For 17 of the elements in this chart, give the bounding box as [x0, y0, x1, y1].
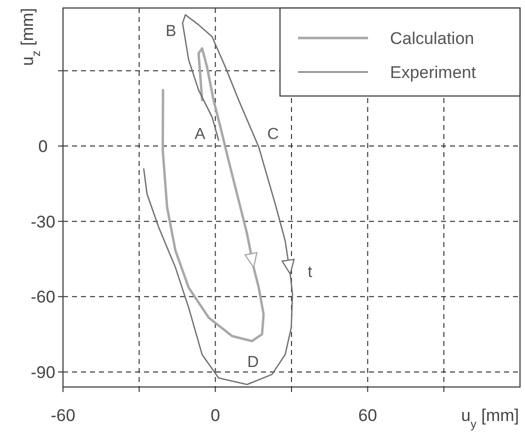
x-tick-label: 0 — [210, 406, 220, 425]
x-tick-label: -60 — [50, 406, 76, 425]
y-tick-label: -90 — [30, 362, 56, 382]
y-tick-label: 0 — [38, 137, 48, 156]
legend-label: Calculation — [390, 29, 474, 48]
legend-label: Experiment — [390, 63, 476, 82]
y-tick-label: -30 — [30, 212, 56, 232]
line-series — [162, 47, 265, 342]
annotation: t — [308, 264, 313, 281]
annotation: B — [166, 23, 176, 40]
annotation: C — [267, 126, 279, 143]
x-tick-label: 60 — [358, 406, 378, 425]
annotation: D — [247, 354, 259, 371]
annotation: A — [194, 126, 206, 143]
line-series — [143, 14, 294, 386]
y-tick-label: -60 — [30, 288, 56, 307]
x-axis-title: u$_{y}$ [mm] — [461, 406, 519, 431]
